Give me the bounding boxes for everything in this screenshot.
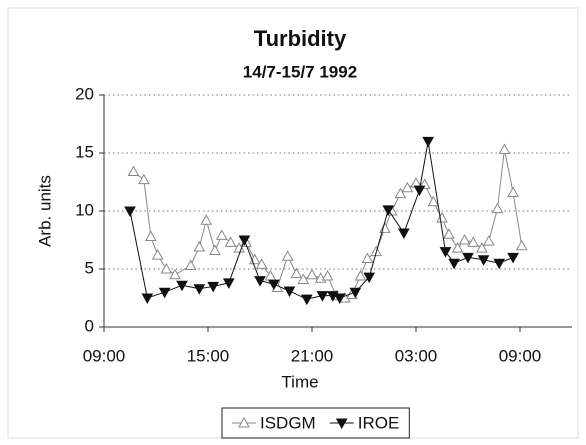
marker-down	[124, 206, 136, 218]
marker-up	[224, 236, 237, 247]
marker-down	[333, 293, 346, 305]
marker-up	[515, 239, 528, 251]
x-tick-label: 21:00	[291, 346, 334, 365]
marker-down	[283, 286, 296, 298]
legend-label: ISDGM	[260, 413, 316, 432]
marker-up	[498, 143, 511, 155]
chart-title: Turbidity	[254, 26, 347, 51]
marker-up	[401, 181, 414, 193]
x-tick-label: 09:00	[499, 346, 542, 365]
marker-up	[169, 268, 181, 280]
marker-up	[467, 236, 480, 247]
y-tick-label: 10	[75, 200, 94, 219]
marker-up	[451, 242, 464, 253]
x-tick-label: 03:00	[395, 346, 438, 365]
marker-down	[439, 247, 452, 258]
x-axis-label: Time	[281, 372, 318, 391]
y-axis-label: Arb. units	[35, 175, 54, 247]
marker-down	[448, 258, 460, 270]
marker-up	[507, 186, 519, 197]
marker-up	[144, 230, 157, 242]
marker-down	[254, 276, 266, 287]
x-tick-label: 09:00	[83, 346, 126, 365]
marker-down	[477, 255, 490, 266]
marker-up	[200, 214, 213, 225]
marker-up	[151, 249, 164, 260]
marker-down	[349, 287, 362, 299]
marker-up	[160, 262, 173, 274]
marker-up	[482, 235, 495, 246]
x-tick-label: 15:00	[187, 346, 230, 365]
marker-down	[462, 252, 474, 264]
series	[124, 136, 519, 306]
y-tick-label: 5	[85, 258, 94, 277]
legend: ISDGM IROE	[221, 407, 410, 439]
marker-up	[297, 273, 310, 284]
marker-up	[354, 269, 367, 281]
marker-up	[290, 267, 303, 279]
marker-up	[184, 259, 197, 271]
y-tick-label: 15	[75, 142, 94, 161]
y-tick-label: 0	[85, 316, 94, 335]
marker-down	[222, 278, 235, 289]
legend-label: IROE	[358, 413, 400, 432]
marker-down	[238, 235, 251, 247]
marker-down	[507, 252, 519, 264]
marker-down	[398, 228, 410, 240]
marker-down	[176, 280, 188, 292]
marker-down	[193, 284, 206, 295]
marker-down	[422, 136, 434, 148]
marker-up	[138, 173, 150, 185]
marker-up	[306, 268, 318, 280]
marker-down	[158, 287, 171, 299]
marker-up	[255, 258, 268, 269]
marker-up	[281, 250, 294, 261]
marker-up	[264, 269, 277, 281]
marker-up	[443, 228, 455, 239]
marker-down	[413, 185, 426, 197]
marker-up	[436, 211, 448, 223]
marker-up	[127, 165, 140, 177]
marker-down	[335, 418, 348, 430]
marker-up	[238, 416, 250, 428]
marker-up	[458, 233, 471, 245]
marker-up	[321, 269, 334, 281]
marker-up	[209, 244, 221, 255]
marker-down	[493, 258, 506, 270]
marker-down	[363, 272, 376, 284]
marker-down	[141, 293, 154, 305]
marker-down	[268, 279, 280, 291]
marker-up	[378, 222, 391, 233]
marker-up	[216, 229, 228, 240]
marker-down	[382, 205, 395, 216]
marker-down	[300, 294, 313, 306]
marker-down	[316, 291, 329, 302]
marker-up	[491, 202, 504, 214]
marker-up	[476, 242, 488, 253]
chart-subtitle: 14/7-15/7 1992	[243, 62, 357, 81]
marker-up	[361, 252, 374, 264]
series	[127, 143, 528, 303]
marker-down	[207, 281, 220, 293]
marker-up	[427, 195, 440, 207]
marker-up	[394, 187, 407, 199]
marker-up	[193, 240, 206, 252]
y-tick-label: 20	[75, 84, 94, 103]
